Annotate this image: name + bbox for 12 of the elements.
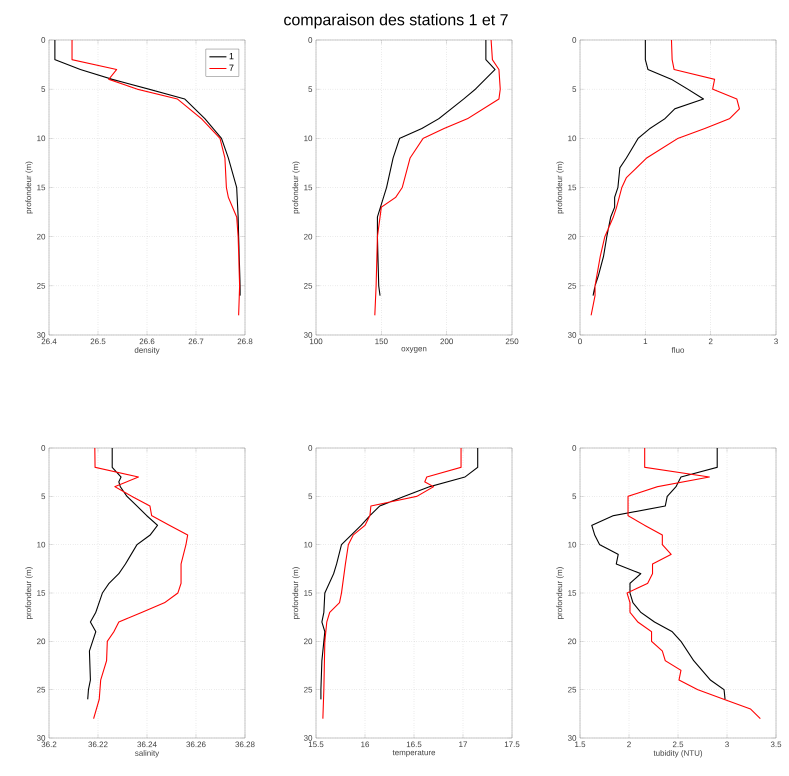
- line-series: [626, 448, 761, 720]
- line-series: [591, 448, 726, 700]
- line-series: [320, 448, 478, 700]
- legend-label: 1: [230, 53, 234, 60]
- line-series: [592, 40, 704, 296]
- chart-title: comparaison des stations 1 et 7: [284, 14, 508, 29]
- line-series: [590, 40, 740, 316]
- line-series: [93, 448, 188, 720]
- line-series: [71, 40, 240, 316]
- line-series: [54, 40, 241, 296]
- legend-label: 7: [229, 64, 234, 71]
- line-series: [322, 448, 462, 720]
